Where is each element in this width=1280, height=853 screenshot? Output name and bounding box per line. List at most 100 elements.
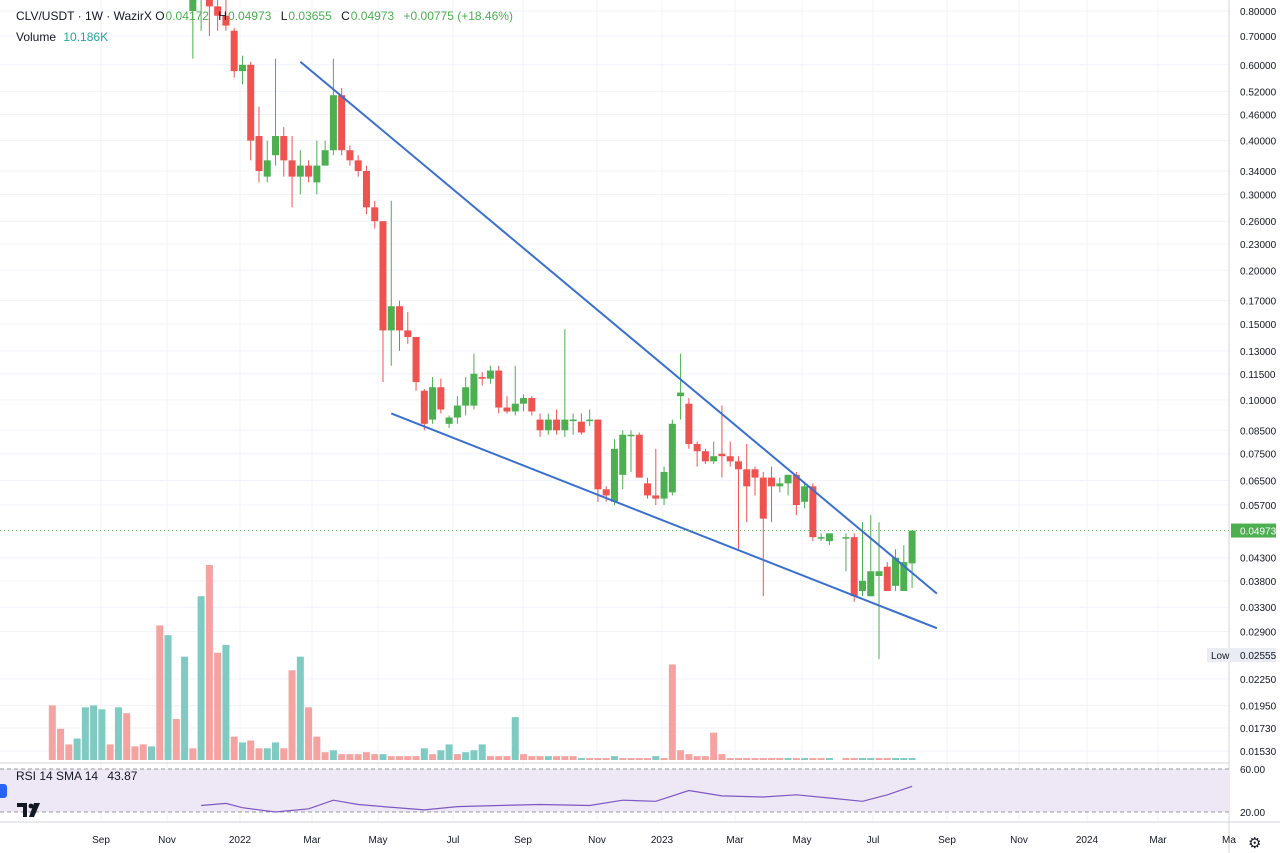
candle-body — [520, 398, 528, 404]
candle-body — [759, 477, 767, 519]
price-tick-label: 0.01950 — [1240, 702, 1277, 713]
candle-body — [825, 533, 833, 542]
candle-body — [660, 472, 668, 499]
gear-icon[interactable]: ⚙ — [1248, 835, 1262, 852]
low-tag — [1207, 648, 1276, 663]
rsi-band — [0, 769, 1229, 812]
candle-body — [230, 30, 238, 72]
volume-bar — [288, 670, 296, 760]
volume-bar — [205, 565, 213, 760]
candle-body — [619, 434, 627, 475]
time-tick-label: Nov — [1010, 835, 1028, 846]
volume-bar — [437, 750, 445, 760]
candle-body — [486, 370, 494, 379]
candle-body — [321, 150, 329, 166]
tradingview-logo[interactable] — [16, 801, 42, 819]
volume-bar — [561, 756, 569, 760]
volume-bar — [379, 754, 387, 760]
volume-bar — [272, 742, 280, 760]
volume-bar — [792, 758, 800, 760]
candle-body — [536, 419, 544, 431]
time-tick-label: May — [793, 835, 812, 846]
price-tick-label: 0.03300 — [1240, 603, 1277, 614]
high-label: H — [218, 9, 227, 23]
symbol-name[interactable]: CLV/USDT — [16, 9, 75, 23]
volume-bar — [900, 758, 908, 760]
price-tick-label: 0.60000 — [1240, 61, 1277, 72]
candle-body — [602, 489, 610, 496]
volume-bar — [759, 758, 767, 760]
price-tick-label: 0.46000 — [1240, 110, 1277, 121]
volume-label: Volume — [16, 30, 57, 44]
close-label: C — [341, 9, 350, 23]
candle-body — [296, 165, 304, 177]
change-value: +0.00775 (+18.46%) — [403, 9, 513, 23]
side-panel-toggle[interactable] — [0, 784, 7, 798]
candle-body — [908, 530, 916, 564]
volume-bar — [114, 707, 122, 760]
volume-bar — [412, 756, 420, 760]
price-tick-label: 0.26000 — [1240, 217, 1277, 228]
candle-body — [280, 136, 288, 161]
price-tick-label: 0.07500 — [1240, 450, 1277, 461]
volume-bar — [710, 732, 718, 760]
time-tick-label: May — [369, 835, 388, 846]
volume-bar — [619, 758, 627, 760]
price-tick-label: 0.01730 — [1240, 724, 1277, 735]
volume-bar — [875, 758, 883, 760]
volume-value: 10.186K — [63, 30, 109, 44]
rsi-value: 43.87 — [107, 769, 138, 783]
volume-bar — [701, 756, 709, 760]
candle-body — [420, 390, 428, 424]
high-value: 0.04973 — [227, 9, 272, 23]
candle-body — [586, 419, 594, 422]
rsi-label[interactable]: RSI 14 SMA 14 — [16, 769, 99, 783]
volume-bar — [90, 705, 98, 760]
current-price-tag-label: 0.04973 — [1240, 527, 1277, 538]
interval[interactable]: 1W — [84, 9, 103, 23]
low-tag-label: Low — [1211, 651, 1230, 662]
volume-bar — [131, 746, 139, 760]
volume-bar — [296, 656, 304, 760]
price-tick-label: 0.70000 — [1240, 32, 1277, 43]
candle-body — [255, 136, 263, 172]
time-tick-label: Nov — [158, 835, 176, 846]
time-tick-label: Mar — [303, 835, 321, 846]
volume-bar — [445, 744, 453, 760]
candle-body — [205, 0, 213, 7]
candle-body — [858, 580, 866, 591]
legend-separator: · — [77, 9, 82, 23]
volume-bar — [197, 596, 205, 760]
rsi-tick-label: 60.00 — [1240, 765, 1265, 776]
candle-body — [511, 403, 519, 412]
price-tick-label: 0.20000 — [1240, 266, 1277, 277]
volume-bar — [627, 758, 635, 760]
candle-body — [577, 421, 585, 433]
volume-bar — [329, 750, 337, 760]
candle-body — [610, 448, 618, 502]
price-tick-label: 0.40000 — [1240, 137, 1277, 148]
candle-body — [900, 562, 908, 591]
price-tick-label: 0.15000 — [1240, 320, 1277, 331]
candle-body — [503, 407, 511, 412]
candle-body — [470, 373, 478, 406]
volume-bar — [387, 756, 395, 760]
candle-body — [668, 423, 676, 493]
volume-bar — [81, 707, 89, 760]
volume-bar — [280, 748, 288, 760]
volume-bar — [148, 746, 156, 760]
candle-body — [437, 387, 445, 410]
candle-body — [677, 392, 685, 397]
candle-body — [247, 64, 255, 141]
candle-body — [734, 461, 742, 470]
rsi-legend: RSI 14 SMA 14 43.87 — [16, 769, 137, 783]
candle-body — [495, 370, 503, 408]
candle-body — [875, 571, 883, 577]
candle-body — [693, 443, 701, 452]
volume-bar — [577, 758, 585, 760]
candle-body — [842, 537, 850, 539]
volume-bar — [544, 756, 552, 760]
candle-body — [189, 0, 197, 12]
volume-bar — [693, 756, 701, 760]
